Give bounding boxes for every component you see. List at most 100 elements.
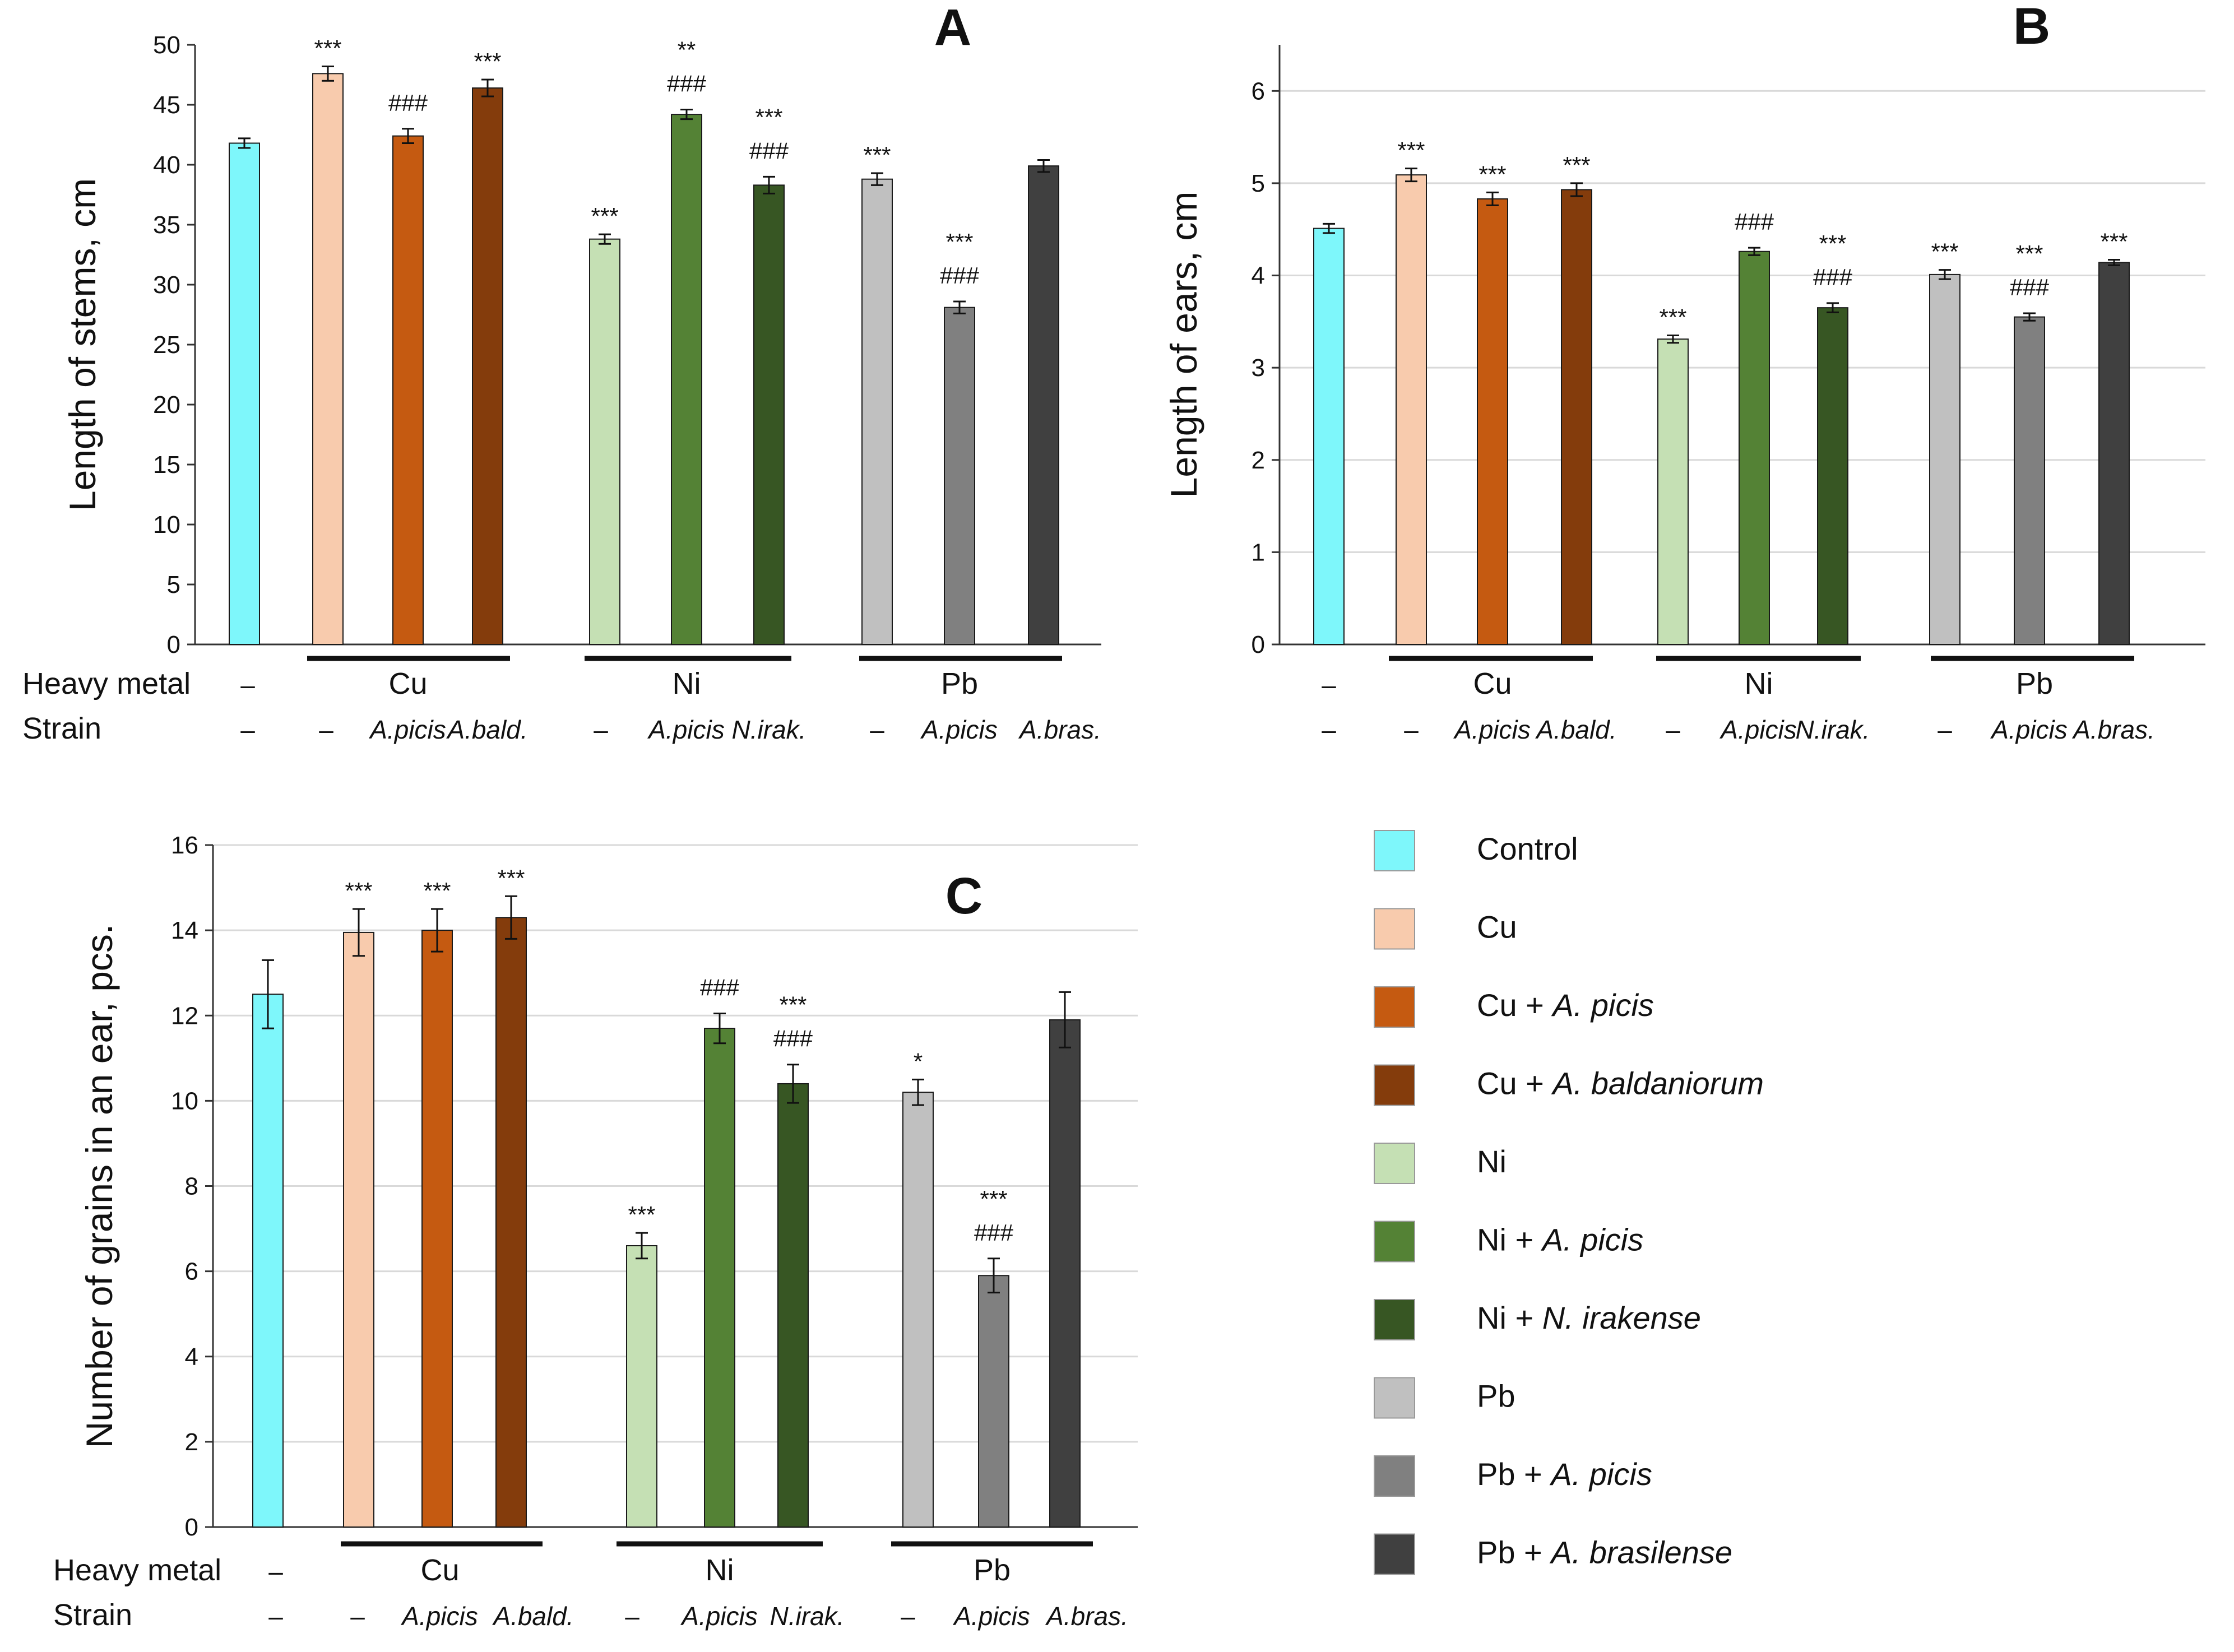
y-tick-label: 15 — [153, 451, 180, 479]
strain-label: – — [1404, 715, 1419, 744]
bar — [312, 73, 344, 646]
heavy-metal-label: – — [240, 670, 255, 699]
legend-swatch — [1374, 1221, 1415, 1263]
bar — [589, 238, 620, 645]
bar — [343, 931, 374, 1528]
bar — [1396, 174, 1427, 646]
legend-label: Ni + A. picis — [1477, 1222, 1643, 1257]
y-tick-label: 4 — [1252, 262, 1265, 290]
y-tick-label: 14 — [171, 917, 198, 944]
bar — [2098, 262, 2130, 645]
heavy-metal-label: Cu — [388, 667, 427, 700]
strain-label: – — [1322, 715, 1336, 744]
significance-label: *** — [345, 878, 372, 904]
strain-label: A.picis — [952, 1602, 1030, 1631]
legend-label: Pb — [1477, 1379, 1515, 1414]
strain-label: A.bras. — [1018, 715, 1101, 744]
y-axis-title: Length of ears, cm — [1163, 192, 1204, 498]
strain-label: N.irak. — [770, 1602, 845, 1631]
significance-label: ### — [1735, 208, 1774, 235]
heavy-metal-label: Pb — [2016, 667, 2053, 700]
significance-label: *** — [980, 1186, 1007, 1212]
y-tick-label: 12 — [171, 1002, 198, 1029]
legend-label: Cu — [1477, 909, 1517, 945]
legend-label-prefix: Ni + — [1477, 1222, 1542, 1257]
significance-label: *** — [1931, 239, 1958, 265]
strain-row-label: Strain — [22, 712, 101, 745]
significance-label: *** — [591, 203, 618, 229]
bar — [252, 994, 284, 1528]
strain-label: – — [319, 715, 333, 744]
significance-label: * — [914, 1048, 923, 1074]
bar — [1313, 228, 1345, 646]
y-tick-label: 20 — [153, 391, 180, 419]
strain-label: – — [1666, 715, 1680, 744]
strain-label: A.picis — [1719, 715, 1796, 744]
significance-label: ** — [678, 37, 696, 63]
y-tick-label: 5 — [1252, 170, 1265, 197]
legend-label-species: A. picis — [1541, 1222, 1644, 1257]
y-tick-label: 25 — [153, 331, 180, 359]
bar — [626, 1245, 657, 1528]
strain-label: – — [594, 715, 608, 744]
legend-label-prefix: Ni + — [1477, 1300, 1542, 1335]
y-tick-label: 40 — [153, 151, 180, 179]
significance-label: ### — [940, 262, 980, 289]
legend-swatch — [1374, 908, 1415, 950]
y-axis-title: Number of grains in an ear, pcs. — [78, 924, 120, 1448]
bar — [704, 1028, 735, 1528]
significance-label: *** — [1397, 137, 1425, 164]
strain-label: A.bald. — [446, 715, 527, 744]
y-tick-label: 16 — [171, 832, 198, 859]
y-tick-label: 10 — [153, 511, 180, 539]
significance-label: ### — [2010, 274, 2050, 300]
legend-label-prefix: Pb — [1477, 1379, 1515, 1414]
strain-label: A.picis — [1990, 715, 2067, 744]
bar — [1817, 307, 1848, 645]
bar — [392, 135, 424, 645]
heavy-metal-label: Pb — [941, 667, 978, 700]
strain-label: A.bras. — [2071, 715, 2155, 744]
legend-swatch — [1374, 986, 1415, 1028]
chart-panel-C: 0 2 4 6 8 10 12 14 16 Number of grains in an ear,… — [53, 832, 1138, 1632]
legend-label-prefix: Cu — [1477, 909, 1517, 945]
legend-swatch — [1374, 1299, 1415, 1340]
heavy-metal-label: – — [268, 1557, 283, 1586]
bar — [229, 142, 260, 646]
bar — [978, 1275, 1009, 1528]
bar — [1739, 250, 1770, 645]
legend-label-prefix: Cu + — [1477, 1066, 1552, 1101]
bar — [1028, 165, 1059, 645]
legend-label: Pb + A. picis — [1477, 1456, 1652, 1492]
y-tick-label: 5 — [167, 571, 180, 598]
significance-label: *** — [2015, 240, 2043, 267]
y-tick-label: 0 — [1252, 631, 1265, 658]
heavy-metal-label: Cu — [420, 1553, 459, 1587]
bar — [1657, 338, 1689, 645]
y-tick-label: 1 — [1252, 539, 1265, 566]
strain-label: A.bald. — [1535, 715, 1616, 744]
y-tick-label: 6 — [185, 1258, 198, 1286]
significance-label: *** — [779, 992, 807, 1018]
legend-label-prefix: Cu + — [1477, 987, 1552, 1023]
significance-label: ### — [773, 1025, 813, 1052]
heavy-metal-row-label: Heavy metal — [53, 1553, 221, 1587]
y-axis-title: Length of stems, cm — [62, 178, 103, 511]
y-tick-label: 8 — [185, 1173, 198, 1200]
significance-label: *** — [1819, 230, 1846, 257]
heavy-metal-label: Ni — [673, 667, 701, 700]
y-tick-label: 0 — [185, 1514, 198, 1541]
panel-letter: B — [2013, 0, 2050, 55]
legend-swatch — [1374, 830, 1415, 871]
heavy-metal-label: Ni — [706, 1553, 734, 1587]
legend-label-species: A. baldaniorum — [1551, 1066, 1764, 1101]
significance-label: ### — [667, 71, 707, 97]
significance-label: *** — [863, 142, 891, 168]
legend-label: Control — [1477, 831, 1578, 866]
heavy-metal-row-label: Heavy metal — [22, 667, 191, 700]
significance-label: *** — [497, 865, 525, 891]
bar — [472, 87, 503, 646]
significance-label: ### — [974, 1219, 1014, 1246]
legend-swatch — [1374, 1377, 1415, 1419]
